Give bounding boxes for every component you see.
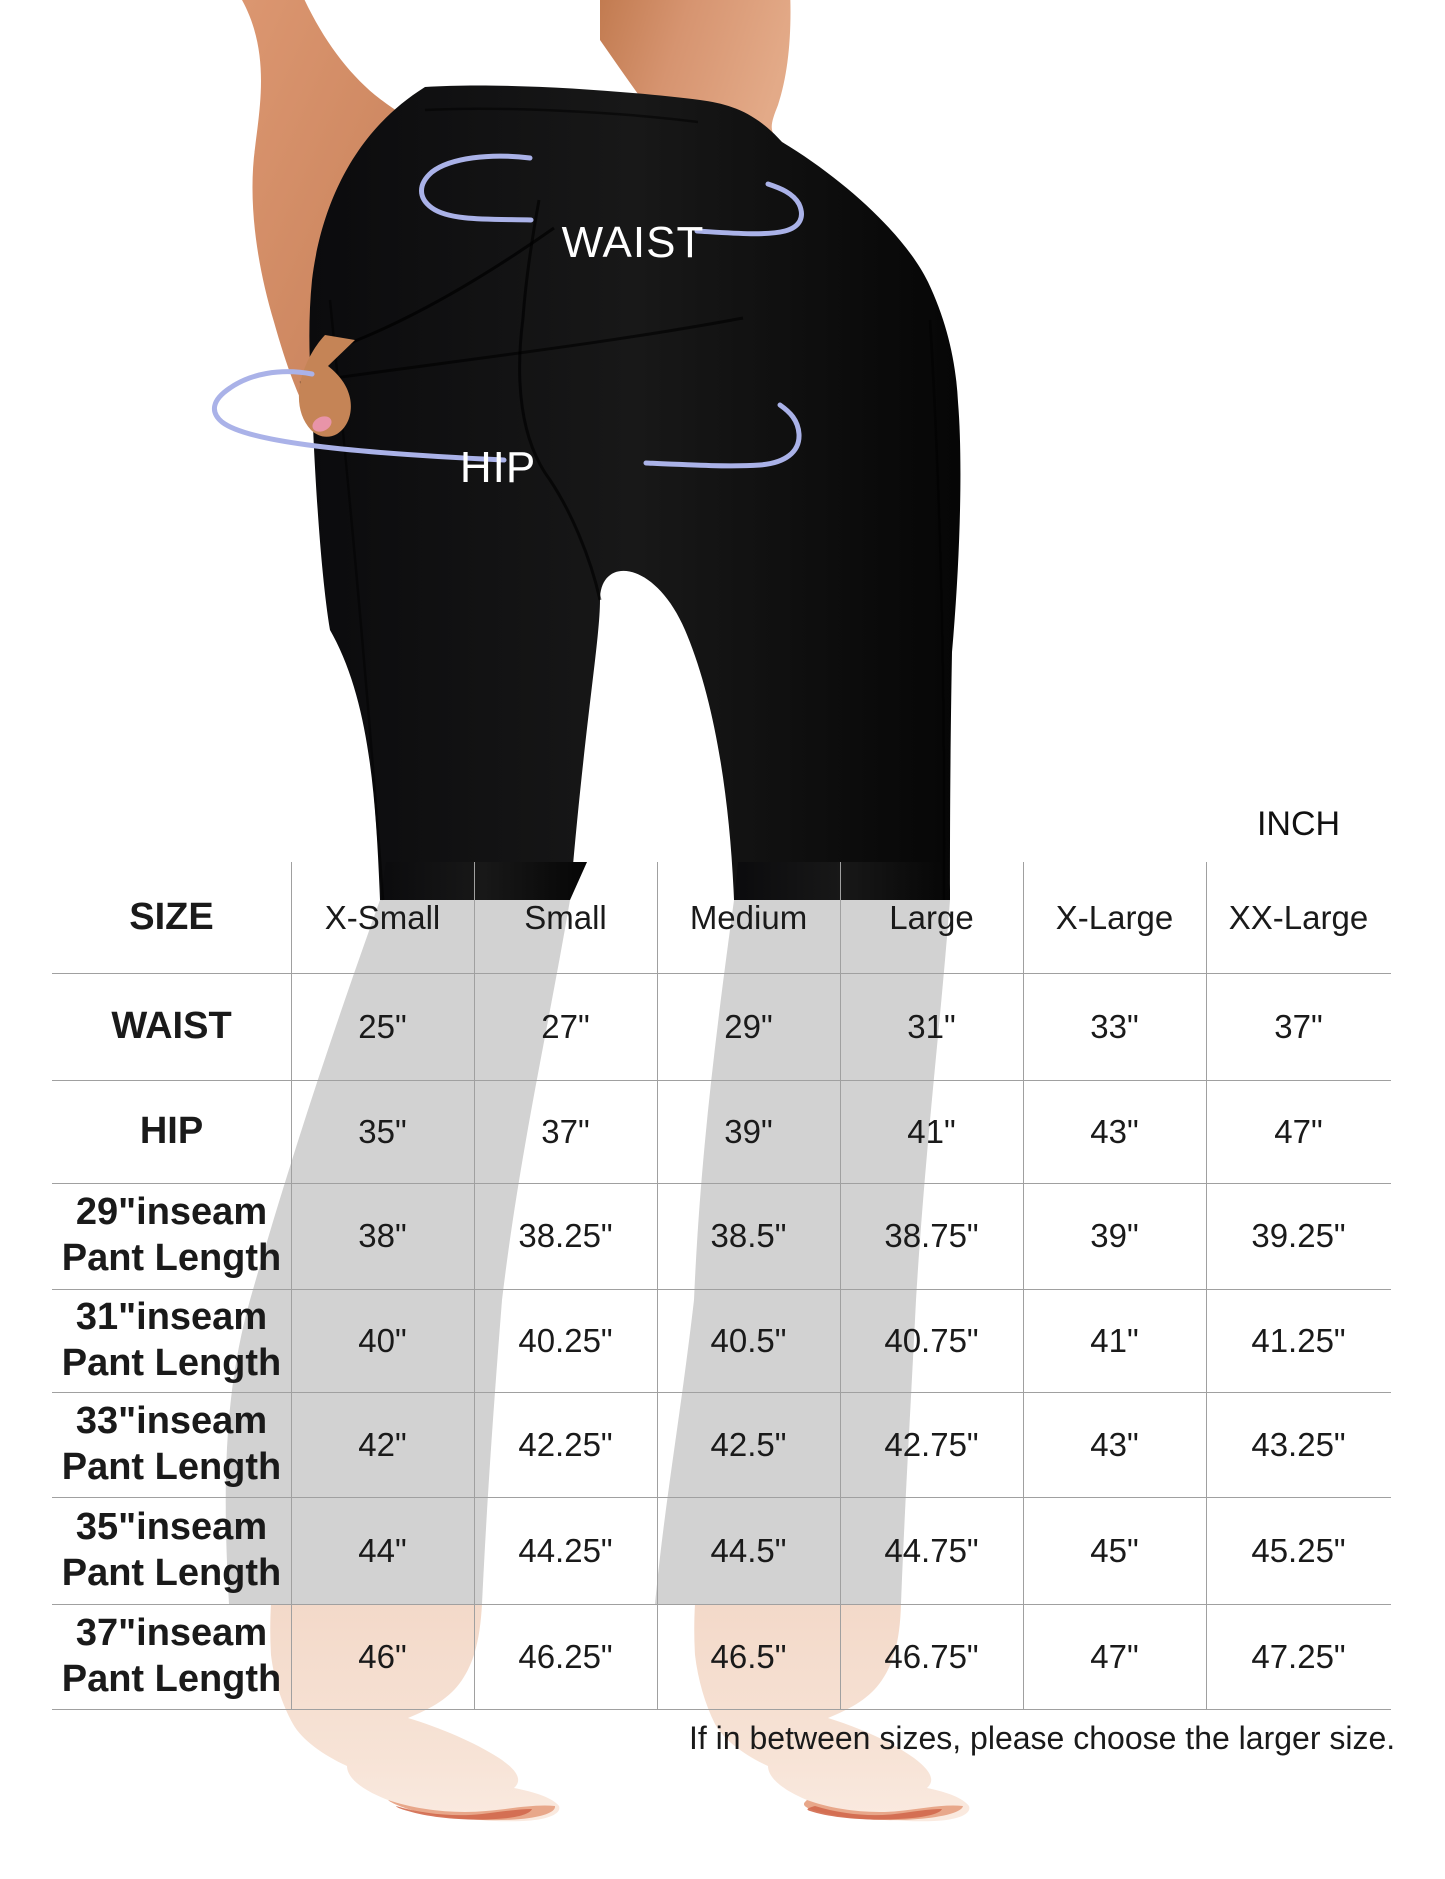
svg-text:WAIST: WAIST — [562, 218, 705, 267]
svg-text:HIP: HIP — [460, 443, 536, 492]
